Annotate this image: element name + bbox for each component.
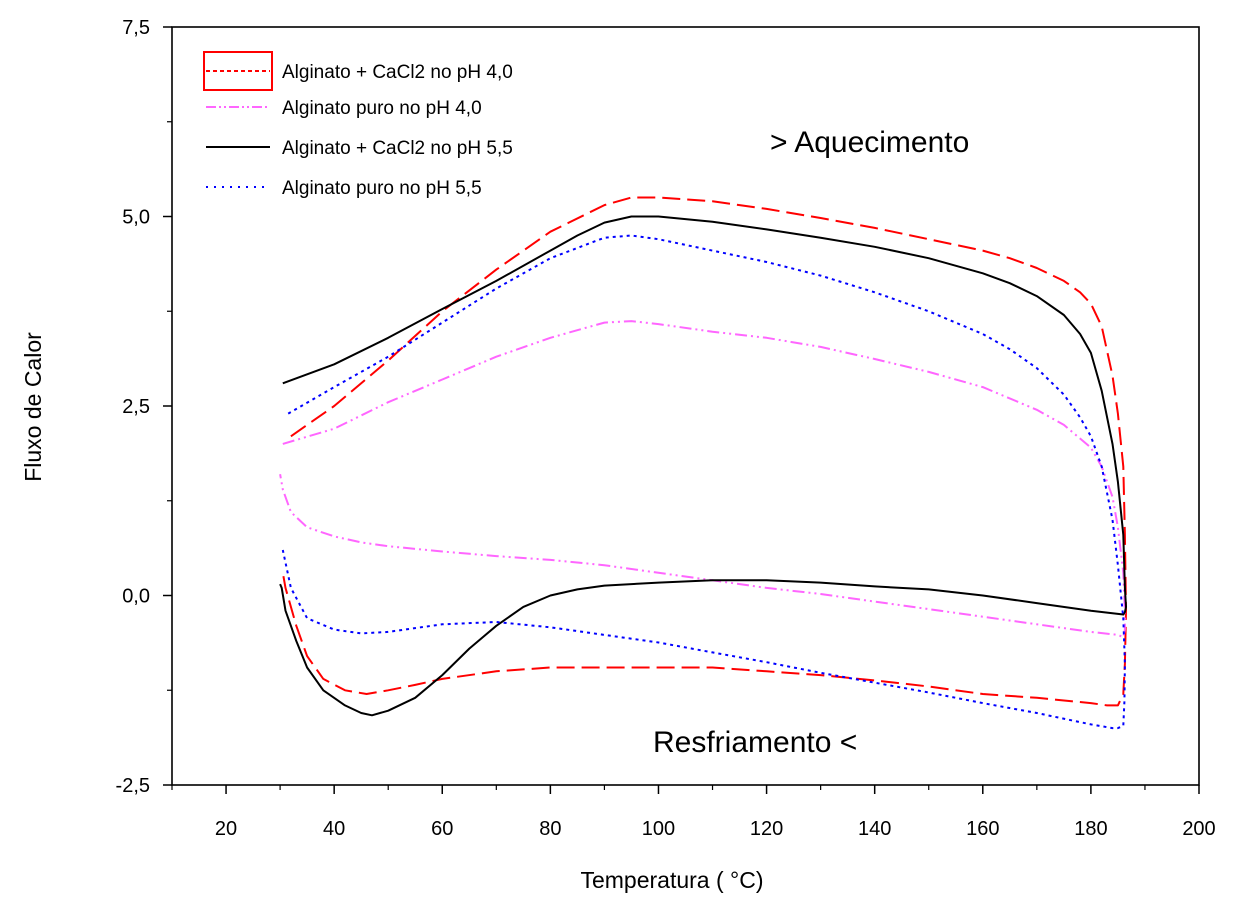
annotation-heating: > Aquecimento	[770, 126, 969, 159]
x-tick-label: 40	[323, 818, 345, 840]
y-axis-title: Fluxo de Calor	[20, 332, 46, 482]
y-tick-label: 7,5	[122, 17, 150, 39]
x-tick-label: 140	[858, 818, 891, 840]
y-tick-label: 0,0	[122, 586, 150, 608]
y-tick-label: 5,0	[122, 207, 150, 229]
series-line-1	[281, 196, 1127, 707]
legend-label-series-3: Alginato + CaCl2 no pH 5,5	[282, 138, 513, 159]
x-tick-label: 80	[539, 818, 561, 840]
legend-highlight-box	[203, 51, 273, 91]
series-layer	[279, 196, 1127, 730]
legend-label-series-1: Alginato + CaCl2 no pH 4,0	[282, 62, 513, 83]
legend-label-series-4: Alginato puro no pH 5,5	[282, 178, 482, 199]
x-tick-label: 180	[1074, 818, 1107, 840]
x-axis-title: Temperatura ( °C)	[580, 867, 763, 893]
x-tick-label: 120	[750, 818, 783, 840]
annotation-cooling: Resfriamento <	[653, 726, 857, 759]
tick-layer: 20 40 60 80 100 120 140 160 180 200 -2,5 0,0 2,5 5,0 7…	[116, 17, 1216, 840]
x-tick-label: 20	[215, 818, 237, 840]
series-line-4	[281, 234, 1126, 730]
y-tick-label: -2,5	[116, 775, 150, 797]
x-tick-label: 60	[431, 818, 453, 840]
x-tick-label: 160	[966, 818, 999, 840]
series-line-3	[279, 215, 1127, 717]
legend-label-series-2: Alginato puro no pH 4,0	[282, 98, 482, 119]
legend: Alginato + CaCl2 no pH 4,0 Alginato puro…	[203, 51, 513, 199]
x-tick-label: 100	[642, 818, 675, 840]
series-line-2	[279, 320, 1126, 639]
x-tick-label: 200	[1182, 818, 1215, 840]
y-tick-label: 2,5	[122, 396, 150, 418]
